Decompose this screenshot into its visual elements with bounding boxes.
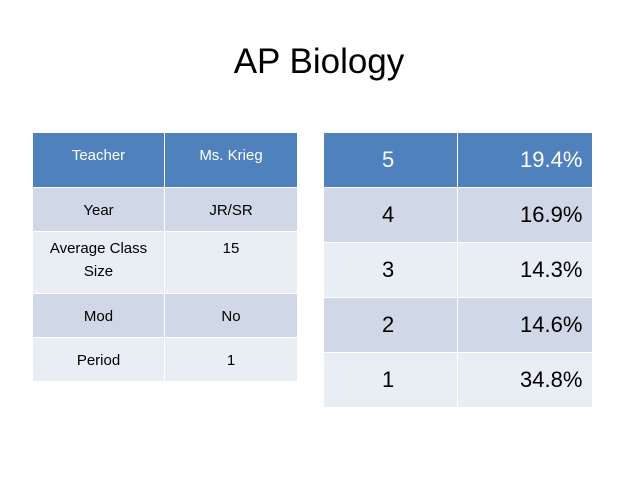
row-value-cell: 1 [164,337,298,382]
percent-cell: 14.3% [457,242,593,298]
table-row-mod: Mod No [32,293,298,338]
score-cell: 5 [323,132,458,188]
table-row-average-class-size: Average Class Size 15 [32,231,298,294]
row-value-cell: JR/SR [164,187,298,232]
table-row-score-2: 2 14.6% [323,297,593,353]
row-label-cell: Mod [32,293,165,338]
teacher-info-table: Teacher Ms. Krieg Year JR/SR Average Cla… [32,132,298,382]
score-cell: 2 [323,297,458,353]
header-label-cell: Teacher [32,132,165,188]
header-value-cell: Ms. Krieg [164,132,298,188]
table-row-year: Year JR/SR [32,187,298,232]
table-row-score-1: 1 34.8% [323,352,593,408]
row-value-cell: 15 [164,231,298,294]
row-label-cell: Year [32,187,165,232]
score-cell: 3 [323,242,458,298]
table-row-score-4: 4 16.9% [323,187,593,243]
score-cell: 4 [323,187,458,243]
slide-title: AP Biology [233,42,405,81]
percent-cell: 19.4% [457,132,593,188]
score-cell: 1 [323,352,458,408]
table-row-header: Teacher Ms. Krieg [32,132,298,188]
row-label-cell: Period [32,337,165,382]
row-label-cell: Average Class Size [32,231,165,294]
table-row-period: Period 1 [32,337,298,382]
percent-cell: 14.6% [457,297,593,353]
table-row-score-5: 5 19.4% [323,132,593,188]
table-row-score-3: 3 14.3% [323,242,593,298]
percent-cell: 16.9% [457,187,593,243]
row-value-cell: No [164,293,298,338]
score-distribution-table: 5 19.4% 4 16.9% 3 14.3% 2 14.6% 1 34.8% [323,132,593,408]
percent-cell: 34.8% [457,352,593,408]
